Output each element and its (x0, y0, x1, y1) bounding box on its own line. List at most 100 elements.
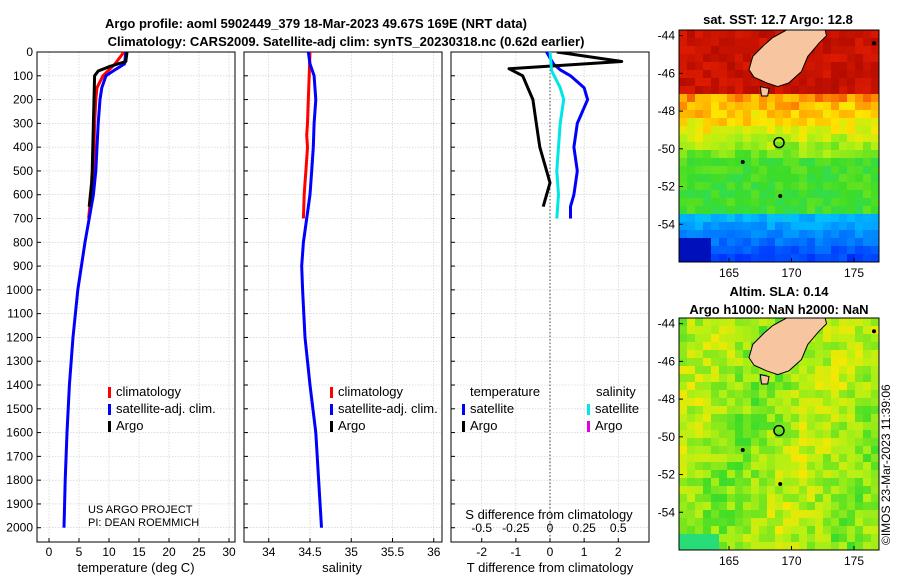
map-cell (815, 518, 824, 527)
map-cell (687, 486, 696, 495)
map-cell (719, 230, 728, 239)
map-cell (847, 470, 856, 479)
map-cell (719, 414, 728, 423)
map-cell (831, 230, 840, 239)
map-cell (847, 246, 856, 255)
map-cell (863, 318, 872, 327)
map-cell (839, 230, 848, 239)
map-cell (871, 142, 879, 151)
map-cell (703, 30, 712, 39)
map-cell (703, 94, 712, 103)
map-cell (831, 126, 840, 135)
map-cell (687, 446, 696, 455)
map-cell (743, 358, 752, 367)
map-cell (775, 470, 784, 479)
map-cell (871, 78, 879, 87)
map-cell (695, 526, 704, 535)
map-cell (727, 118, 736, 127)
map-cell (871, 174, 879, 183)
map-cell (847, 126, 856, 135)
map-cell (759, 382, 768, 391)
map-cell (719, 374, 728, 383)
map-cell (711, 534, 720, 543)
map-cell (695, 174, 704, 183)
map-cell (687, 406, 696, 415)
map-cell (695, 398, 704, 407)
map-cell (743, 366, 752, 375)
map-cell (695, 254, 704, 262)
map-cell (743, 518, 752, 527)
map-cell (791, 486, 800, 495)
map-y-tick-label: -52 (658, 468, 676, 482)
map-cell (839, 494, 848, 503)
map-cell (719, 470, 728, 479)
map-cell (759, 366, 768, 375)
map-cell (679, 38, 688, 47)
map-cell (719, 198, 728, 207)
map-cell (791, 78, 800, 87)
map-cell (831, 542, 840, 550)
map-cell (775, 222, 784, 231)
map-cell (735, 190, 744, 199)
map-cell (711, 102, 720, 111)
map-cell (799, 470, 808, 479)
map-cell (871, 366, 879, 375)
map-cell (815, 182, 824, 191)
map-cell (767, 526, 776, 535)
map-cell (831, 54, 840, 63)
map-cell (727, 350, 736, 359)
map-cell (783, 206, 792, 215)
map-cell (871, 462, 879, 471)
map-cell (831, 166, 840, 175)
map-cell (847, 86, 856, 95)
map-cell (703, 534, 712, 543)
map-cell (831, 502, 840, 511)
map-cell (735, 318, 744, 327)
series-line-satellite-s-diff (548, 52, 566, 219)
map-cell (711, 86, 720, 95)
map-cell (767, 246, 776, 255)
map-cell (679, 118, 688, 127)
map-cell (831, 78, 840, 87)
map-cell (719, 334, 728, 343)
map-cell (727, 222, 736, 231)
map-cell (839, 422, 848, 431)
map-cell (735, 118, 744, 127)
map-cell (719, 366, 728, 375)
map-cell (759, 398, 768, 407)
map-cell (759, 534, 768, 543)
map-cell (839, 518, 848, 527)
map-cell (687, 174, 696, 183)
map-cell (687, 454, 696, 463)
map-cell (751, 182, 760, 191)
map-cell (783, 166, 792, 175)
map-cell (871, 62, 879, 71)
x-tick-label: 30 (222, 545, 236, 559)
map-cell (735, 486, 744, 495)
map-cell (695, 102, 704, 111)
map-cell (727, 502, 736, 511)
map-cell (679, 246, 688, 255)
map-cell (679, 398, 688, 407)
map-cell (727, 478, 736, 487)
map-cell (727, 46, 736, 55)
map-cell (687, 222, 696, 231)
map-cell (727, 358, 736, 367)
map-cell (815, 118, 824, 127)
map-cell (767, 382, 776, 391)
map-cell (687, 126, 696, 135)
axes-frame (243, 51, 443, 543)
map-cell (703, 166, 712, 175)
map-cell (719, 182, 728, 191)
map-cell (743, 510, 752, 519)
map-cell (719, 406, 728, 415)
map-cell (703, 350, 712, 359)
map-cell (791, 502, 800, 511)
map-cell (727, 134, 736, 143)
map-cell (735, 142, 744, 151)
map-cell (743, 94, 752, 103)
map-cell (871, 190, 879, 199)
y-tick-label: 0 (26, 45, 33, 59)
map-cell (823, 54, 832, 63)
x-tick-label: 25 (192, 545, 206, 559)
